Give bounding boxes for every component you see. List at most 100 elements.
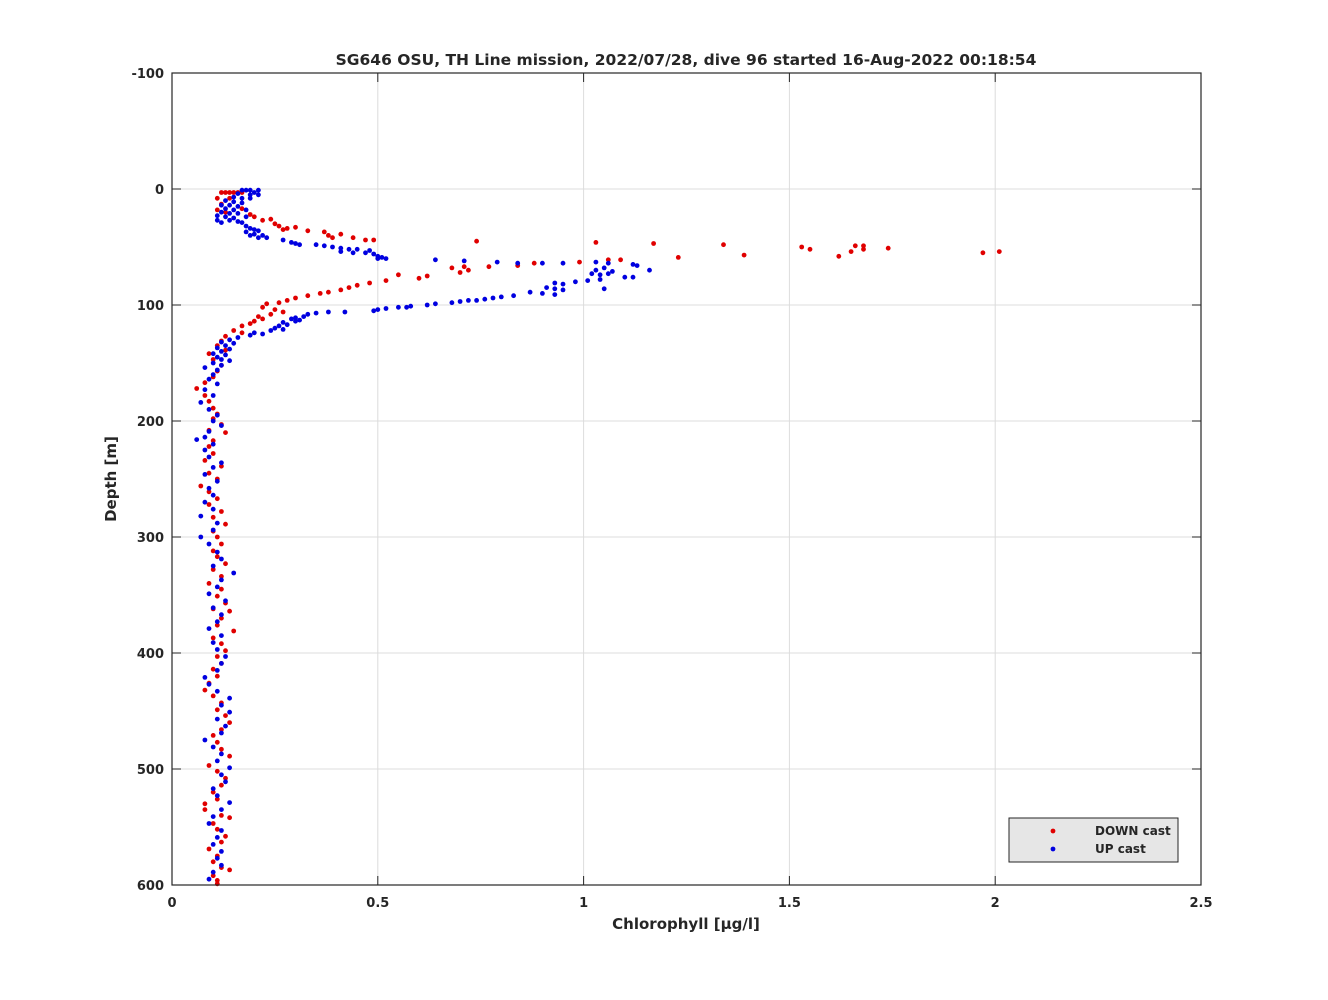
data-point: [219, 839, 224, 845]
data-point: [482, 296, 488, 302]
data-point: [239, 220, 245, 226]
data-point: [210, 506, 216, 512]
data-point: [214, 412, 220, 418]
data-point: [202, 387, 208, 393]
data-point: [214, 213, 220, 219]
data-point: [214, 796, 220, 802]
data-point: [227, 190, 233, 195]
data-point: [326, 309, 331, 315]
data-point: [210, 842, 216, 847]
data-point: [227, 337, 233, 343]
data-point: [260, 316, 265, 322]
data-point: [210, 640, 216, 645]
data-point: [573, 279, 578, 285]
data-point: [210, 744, 216, 750]
data-point: [231, 215, 237, 221]
data-point: [214, 345, 220, 351]
data-point: [651, 241, 656, 246]
data-point: [490, 295, 496, 301]
data-point: [605, 271, 611, 277]
data-point: [231, 199, 237, 205]
data-point: [371, 237, 377, 243]
data-point: [383, 278, 389, 283]
data-point: [416, 275, 422, 281]
data-point: [231, 190, 237, 195]
y-tick-label: 200: [137, 415, 164, 430]
data-point: [540, 291, 545, 296]
data-point: [219, 730, 224, 736]
data-point: [198, 513, 204, 519]
data-point: [239, 200, 245, 206]
data-point: [280, 227, 286, 233]
data-point: [515, 260, 521, 266]
data-point: [223, 654, 228, 659]
data-point: [223, 521, 228, 527]
data-point: [227, 800, 233, 805]
points-layer: [194, 187, 1002, 887]
data-point: [494, 259, 500, 265]
data-point: [223, 343, 228, 348]
data-point: [231, 570, 237, 576]
data-point: [597, 277, 603, 282]
data-point: [219, 556, 224, 562]
data-point: [338, 231, 344, 237]
data-point: [511, 293, 516, 299]
data-point: [223, 561, 228, 567]
data-point: [219, 202, 224, 208]
data-point: [206, 846, 212, 852]
x-tick-label: 0.5: [366, 896, 389, 911]
data-point: [219, 541, 224, 547]
data-point: [198, 483, 204, 489]
data-point: [219, 423, 224, 428]
data-point: [593, 267, 599, 273]
data-point: [589, 271, 595, 277]
data-point: [227, 211, 233, 216]
data-point: [210, 357, 216, 362]
data-point: [235, 191, 241, 197]
data-point: [799, 244, 805, 250]
data-point: [223, 598, 228, 604]
data-point: [219, 751, 224, 757]
data-point: [219, 220, 224, 226]
data-point: [247, 233, 253, 238]
x-tick-label: 2.5: [1189, 896, 1212, 911]
data-point: [605, 260, 611, 266]
data-point: [214, 826, 220, 832]
data-point: [223, 833, 228, 839]
data-point: [260, 233, 265, 238]
data-point: [251, 227, 257, 233]
y-tick-label: 400: [137, 647, 164, 662]
x-tick-label: 1.5: [778, 896, 801, 911]
data-point: [231, 340, 237, 346]
x-tick-label: 1: [579, 896, 588, 911]
data-point: [552, 280, 558, 286]
data-point: [214, 496, 220, 502]
data-point: [227, 765, 233, 771]
data-point: [202, 472, 208, 477]
data-point: [210, 360, 216, 366]
data-point: [227, 217, 233, 223]
data-point: [202, 687, 208, 693]
data-point: [206, 398, 212, 404]
data-point: [375, 256, 381, 261]
data-point: [235, 335, 241, 340]
data-point: [219, 633, 224, 638]
data-point: [219, 661, 224, 666]
data-point: [861, 246, 866, 252]
data-point: [223, 214, 228, 220]
y-tick-label: 0: [155, 183, 164, 198]
data-point: [721, 242, 726, 248]
data-point: [194, 386, 200, 391]
tick-layer: 0 0.5 1 1.5 2 2.5 -100 0 100 200 300 400 500 600: [131, 67, 1212, 911]
data-point: [219, 615, 224, 621]
data-point: [256, 228, 261, 234]
data-point: [280, 320, 286, 325]
data-point: [202, 499, 208, 505]
data-point: [239, 195, 245, 201]
data-point: [848, 249, 854, 255]
y-axis-label: Depth [m]: [102, 436, 120, 522]
data-point: [214, 207, 220, 213]
data-point: [235, 204, 241, 209]
data-point: [214, 793, 220, 799]
data-point: [210, 666, 216, 672]
